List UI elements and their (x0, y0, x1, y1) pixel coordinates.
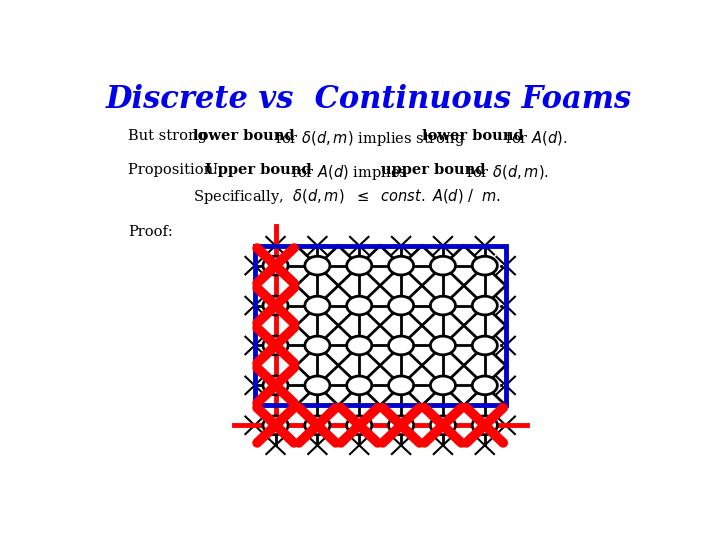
Circle shape (305, 296, 330, 315)
Circle shape (305, 376, 330, 395)
Circle shape (389, 416, 413, 435)
Text: Proposition:: Proposition: (128, 163, 228, 177)
Circle shape (263, 296, 288, 315)
Circle shape (347, 416, 372, 435)
Circle shape (263, 376, 288, 395)
Circle shape (305, 336, 330, 355)
Text: for $A(d)$.: for $A(d)$. (501, 129, 567, 147)
Circle shape (263, 256, 288, 275)
Circle shape (347, 256, 372, 275)
Circle shape (263, 336, 288, 355)
Circle shape (472, 416, 498, 435)
Circle shape (472, 336, 498, 355)
Circle shape (431, 416, 456, 435)
Circle shape (431, 256, 456, 275)
Text: lower bound: lower bound (422, 129, 524, 143)
Circle shape (305, 416, 330, 435)
Circle shape (389, 376, 413, 395)
Text: for $A(d)$ implies: for $A(d)$ implies (287, 163, 409, 181)
Text: Discrete vs  Continuous Foams: Discrete vs Continuous Foams (106, 84, 632, 114)
Circle shape (389, 296, 413, 315)
Circle shape (347, 336, 372, 355)
Circle shape (347, 296, 372, 315)
Circle shape (431, 296, 456, 315)
Circle shape (431, 336, 456, 355)
Text: Specifically,  $\delta(d, m)$  $\leq$  $const.$ $A(d)$ $/$  $m.$: Specifically, $\delta(d, m)$ $\leq$ $con… (193, 187, 501, 206)
Bar (255, 246, 505, 406)
Text: for $\delta(d, m)$ implies strong: for $\delta(d, m)$ implies strong (271, 129, 466, 149)
Circle shape (389, 336, 413, 355)
Circle shape (389, 256, 413, 275)
Text: lower bound: lower bound (193, 129, 294, 143)
Circle shape (472, 376, 498, 395)
Circle shape (347, 376, 372, 395)
Text: for $\delta(d, m)$.: for $\delta(d, m)$. (462, 163, 549, 180)
Circle shape (472, 256, 498, 275)
Circle shape (263, 416, 288, 435)
Circle shape (431, 376, 456, 395)
Text: Proof:: Proof: (128, 225, 173, 239)
Text: upper bound: upper bound (382, 163, 486, 177)
Circle shape (305, 256, 330, 275)
Text: But strong: But strong (128, 129, 212, 143)
Text: Upper bound: Upper bound (205, 163, 312, 177)
Circle shape (472, 296, 498, 315)
